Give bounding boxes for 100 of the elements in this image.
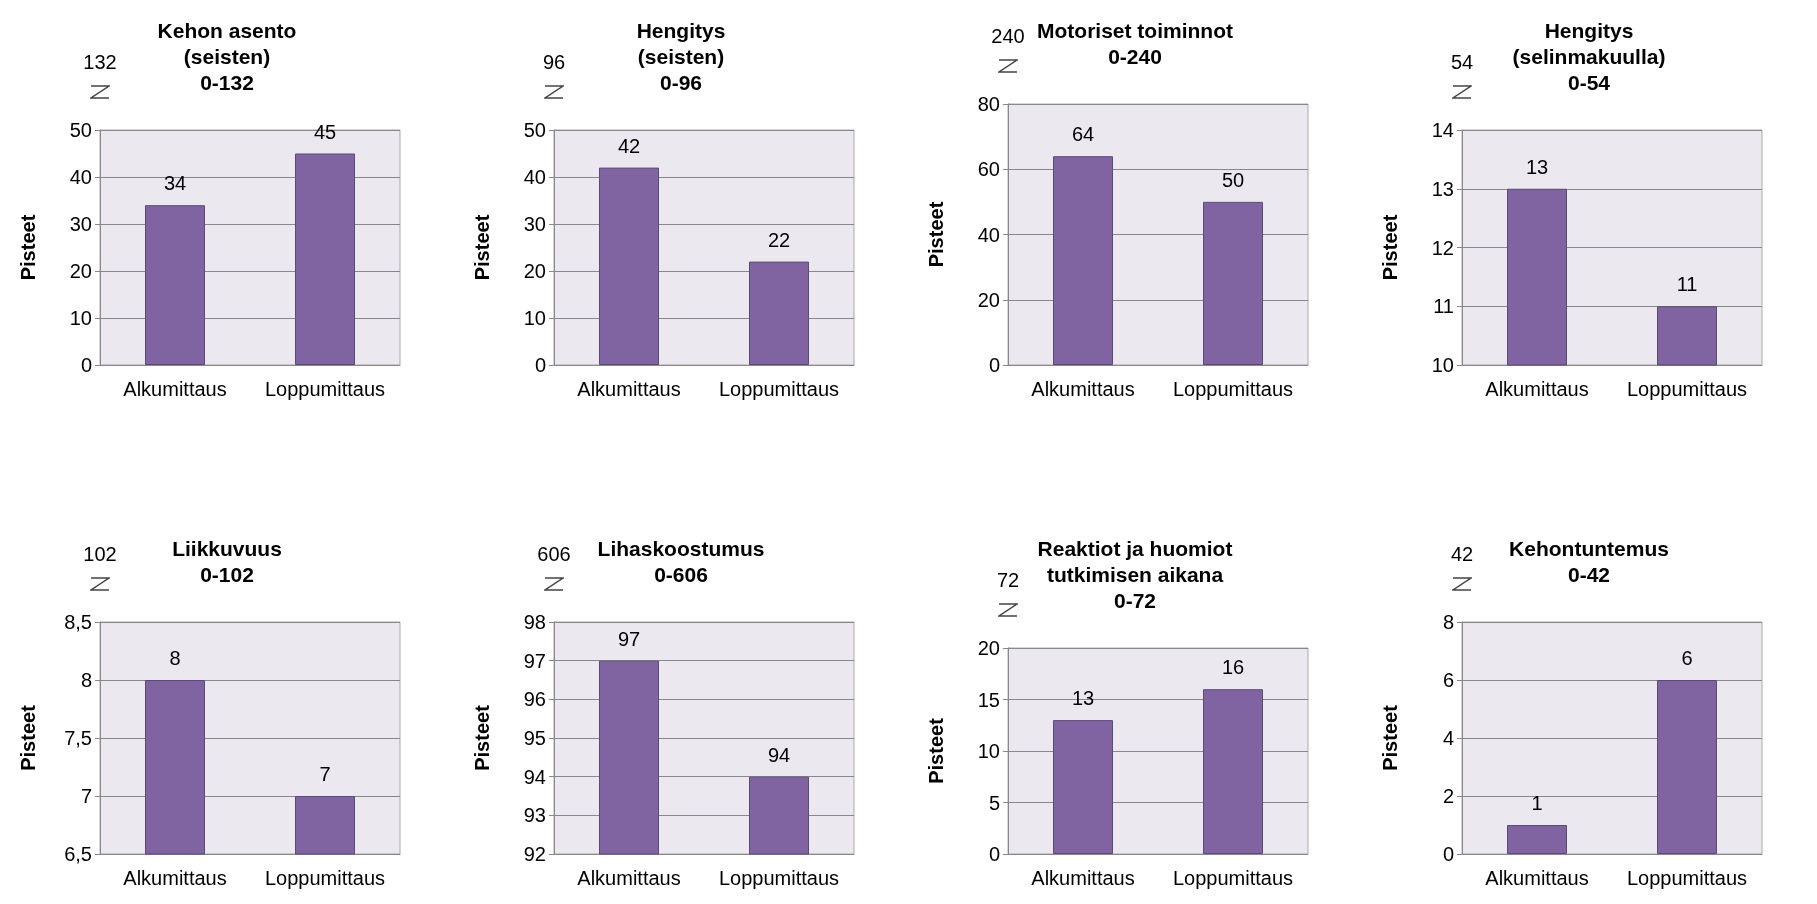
y-tick-label: 5 xyxy=(988,791,1000,814)
chart-title: Liikkuvuus 0-102 xyxy=(172,536,282,586)
chart-title: Kehon asento (seisten) 0-132 xyxy=(157,18,297,94)
y-tick-label: 98 xyxy=(523,611,546,633)
y-tick-label: 93 xyxy=(523,804,546,827)
data-label: 50 xyxy=(1221,168,1245,191)
x-tick-label: Alkumittaus xyxy=(123,867,227,889)
y-tick-label: 4 xyxy=(1442,727,1454,749)
y-tick-label: 40 xyxy=(69,166,92,188)
y-tick-label: 0 xyxy=(988,354,1000,376)
text: 606 xyxy=(536,542,572,566)
data-label: 42 xyxy=(617,134,641,157)
y-tick-label: 30 xyxy=(69,213,92,235)
data-label: 1 xyxy=(1531,792,1543,814)
y-tick-label: 30 xyxy=(523,213,546,235)
text: 102 xyxy=(82,542,118,566)
x-tick-label: Loppumittaus xyxy=(1626,867,1748,889)
y-tick-label: 94 xyxy=(523,765,546,788)
y-tick-label: 40 xyxy=(523,166,546,188)
y-tick-label: 8 xyxy=(80,669,92,691)
chart-title: Hengitys (selinmakuulla) 0-54 xyxy=(1512,18,1666,94)
y-tick-label: 6,5 xyxy=(64,843,92,865)
y-tick-label: 12 xyxy=(1431,236,1454,259)
text: 132 xyxy=(82,50,118,74)
y-axis-title: Pisteet xyxy=(925,717,947,784)
y-axis-title: Pisteet xyxy=(471,214,493,281)
text: 240 xyxy=(991,25,1025,47)
y-tick-label: 15 xyxy=(977,688,1000,711)
y-tick-label: 10 xyxy=(69,307,92,329)
data-label: 7 xyxy=(319,763,331,785)
y-tick-label: 10 xyxy=(523,307,546,329)
data-label: 94 xyxy=(767,743,791,766)
y-tick-label: 60 xyxy=(977,158,1000,181)
x-tick-label: Loppumittaus xyxy=(1172,867,1294,889)
data-label: 11 xyxy=(1676,273,1698,296)
chart-title: Kehontuntemus 0-42 xyxy=(1509,536,1669,586)
text: 54 xyxy=(1449,50,1475,74)
y-tick-label: 7 xyxy=(80,785,92,807)
data-label: 22 xyxy=(767,228,791,251)
x-tick-label: Alkumittaus xyxy=(577,378,681,400)
y-tick-label: 2 xyxy=(1442,785,1454,807)
data-label: 13 xyxy=(1071,687,1095,710)
data-label: 45 xyxy=(313,120,337,143)
y-tick-label: 20 xyxy=(977,288,1000,311)
chart-title: Hengitys (seisten) 0-96 xyxy=(636,18,726,94)
y-axis-title: Pisteet xyxy=(1379,214,1401,281)
chart-title: Motoriset toiminnot 0-240 xyxy=(1037,18,1233,68)
x-tick-label: Loppumittaus xyxy=(1172,378,1294,400)
y-tick-label: 14 xyxy=(1431,119,1454,141)
y-tick-label: 0 xyxy=(988,843,1000,865)
y-tick-label: 13 xyxy=(1431,177,1454,200)
y-axis-title: Pisteet xyxy=(17,214,39,281)
y-tick-label: 50 xyxy=(69,119,92,141)
data-label: 16 xyxy=(1221,656,1245,679)
data-label: 8 xyxy=(169,647,181,669)
data-label: 13 xyxy=(1525,155,1549,178)
text: 42 xyxy=(1449,542,1475,566)
y-tick-label: 92 xyxy=(523,843,546,865)
y-tick-label: 50 xyxy=(523,119,546,141)
data-label: 6 xyxy=(1681,647,1693,669)
y-tick-label: 0 xyxy=(534,354,546,376)
y-axis-title: Pisteet xyxy=(925,201,947,268)
chart-title: Reaktiot ja huomiot tutkimisen aikana 0-72 xyxy=(1037,536,1233,612)
y-tick-label: 0 xyxy=(80,354,92,376)
x-tick-label: Loppumittaus xyxy=(264,867,386,889)
y-tick-label: 20 xyxy=(977,637,1000,659)
y-tick-label: 7,5 xyxy=(64,727,92,749)
data-label: 34 xyxy=(163,172,187,195)
y-tick-label: 97 xyxy=(523,649,546,672)
data-label: 97 xyxy=(617,627,641,650)
x-tick-label: Loppumittaus xyxy=(718,378,840,400)
y-tick-label: 11 xyxy=(1433,295,1454,318)
x-tick-label: Loppumittaus xyxy=(1626,378,1748,400)
y-tick-label: 10 xyxy=(977,740,1000,762)
data-label: 64 xyxy=(1071,123,1095,146)
y-tick-label: 20 xyxy=(523,260,546,282)
x-tick-label: Loppumittaus xyxy=(264,378,386,400)
y-tick-label: 6 xyxy=(1442,669,1454,691)
y-tick-label: 40 xyxy=(977,223,1000,246)
y-tick-label: 20 xyxy=(69,260,92,282)
y-tick-label: 80 xyxy=(977,93,1000,115)
y-tick-label: 0 xyxy=(1442,843,1454,865)
y-axis-title: Pisteet xyxy=(17,704,39,771)
text: 72 xyxy=(995,568,1021,592)
y-tick-label: 8,5 xyxy=(64,611,92,633)
y-axis-title: Pisteet xyxy=(471,704,493,771)
x-tick-label: Alkumittaus xyxy=(1031,378,1135,400)
chart-title: Lihaskoostumus 0-606 xyxy=(597,536,765,586)
x-tick-label: Alkumittaus xyxy=(1485,378,1589,400)
y-tick-label: 95 xyxy=(523,727,546,749)
y-axis-title: Pisteet xyxy=(1379,704,1401,771)
y-tick-label: 96 xyxy=(523,688,546,711)
text: 96 xyxy=(541,50,567,74)
x-tick-label: Alkumittaus xyxy=(1485,867,1589,889)
y-tick-label: 10 xyxy=(1431,354,1454,376)
x-tick-label: Alkumittaus xyxy=(577,867,681,889)
y-tick-label: 8 xyxy=(1442,611,1454,633)
x-tick-label: Loppumittaus xyxy=(718,867,840,889)
x-tick-label: Alkumittaus xyxy=(123,378,227,400)
x-tick-label: Alkumittaus xyxy=(1031,867,1135,889)
